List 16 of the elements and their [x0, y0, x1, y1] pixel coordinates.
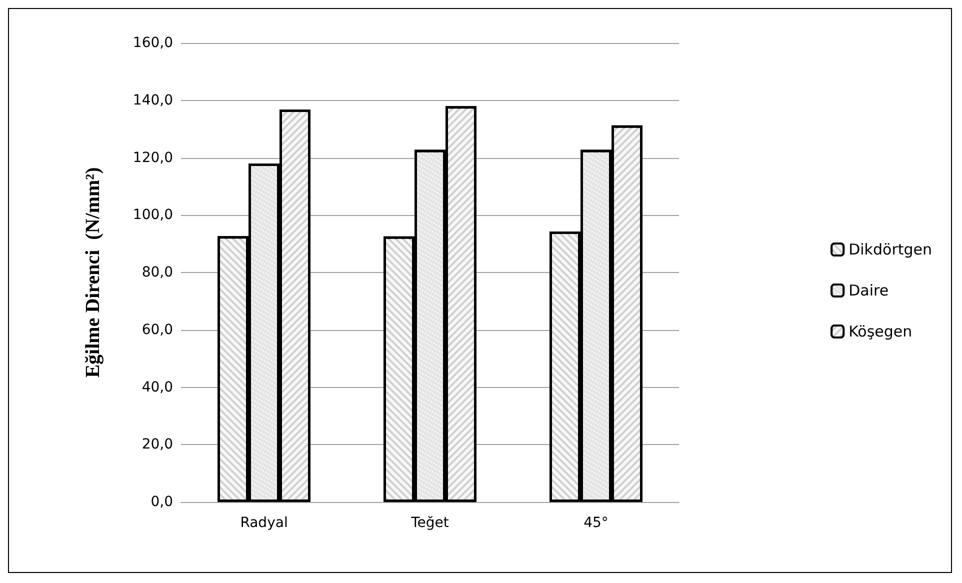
x-tick-label: Radyal	[240, 515, 288, 531]
legend-label: Dikdörtgen	[848, 240, 932, 258]
y-tick-label: 100,0	[132, 207, 173, 224]
y-axis-title: Eğilme Direnci (N/mm²)	[82, 167, 104, 378]
y-tick-label: 40,0	[142, 379, 173, 396]
y-tick-label: 160,0	[132, 35, 173, 51]
y-tick-label: 0,0	[150, 494, 173, 510]
legend-label: Daire	[848, 282, 889, 300]
y-tick-label: 120,0	[132, 150, 173, 166]
x-tick-label: Teğet	[410, 515, 450, 531]
x-tick-label: 45°	[584, 515, 608, 531]
y-tick-label: 20,0	[142, 436, 173, 453]
y-tick-label: 60,0	[142, 322, 173, 338]
y-tick-label: 80,0	[142, 264, 173, 280]
y-tick-label: 140,0	[132, 92, 173, 108]
legend-label: Köşegen	[848, 322, 912, 340]
